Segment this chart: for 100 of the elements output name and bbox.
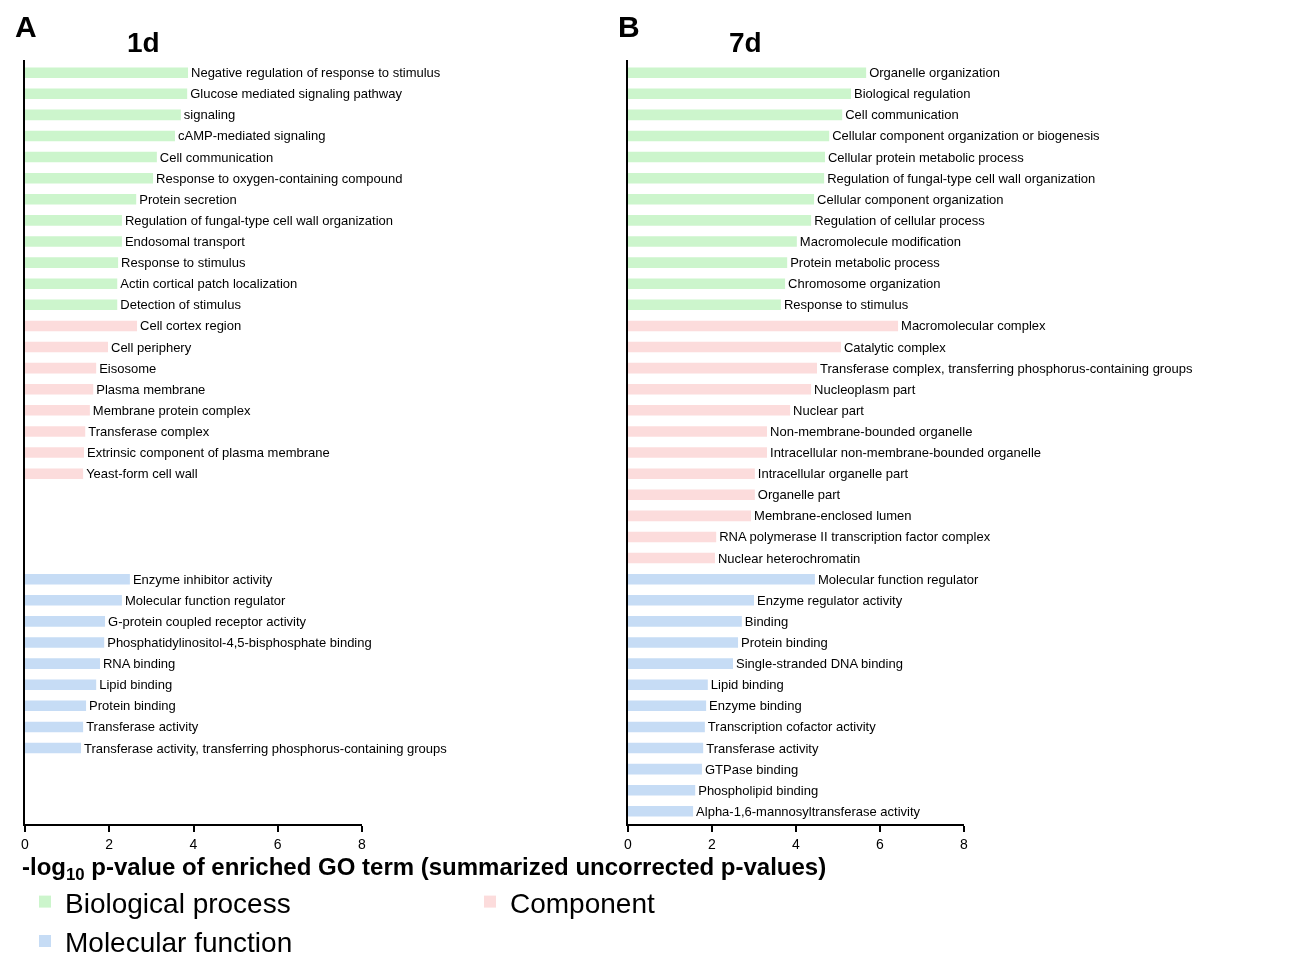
y-tick-label: Membrane protein complex bbox=[92, 402, 251, 418]
bar bbox=[25, 341, 108, 353]
y-tick-label: Binding bbox=[744, 613, 789, 629]
bar bbox=[628, 510, 752, 522]
y-tick-label: Negative regulation of response to stimulus bbox=[191, 65, 441, 81]
y-tick-label: G-protein coupled receptor activity bbox=[108, 613, 307, 629]
bar bbox=[628, 320, 899, 332]
y-tick-label: Glucose mediated signaling pathway bbox=[190, 86, 403, 102]
y-tick-label: Transcription cofactor activity bbox=[707, 719, 877, 735]
y-tick-label: GTPase binding bbox=[704, 761, 799, 777]
y-tick-label: Protein binding bbox=[89, 698, 176, 714]
y-tick-label: Lipid binding bbox=[99, 677, 173, 693]
y-tick-label: Transferase activity bbox=[706, 740, 819, 756]
y-tick-label: Molecular function regulator bbox=[124, 592, 286, 608]
x-tick-label: 8 bbox=[960, 835, 969, 852]
y-tick-label: Extrinsic component of plasma membrane bbox=[86, 445, 330, 461]
bar bbox=[628, 552, 715, 564]
bar bbox=[25, 405, 90, 416]
bar bbox=[628, 194, 815, 205]
bar bbox=[25, 426, 86, 437]
x-tick-label: 6 bbox=[273, 835, 282, 852]
y-tick-label: Intracellular non-membrane-bounded organelle bbox=[770, 445, 1042, 461]
bar bbox=[25, 383, 94, 395]
x-tick-label: 4 bbox=[792, 835, 801, 852]
bar bbox=[25, 362, 97, 374]
legend-label: Component bbox=[510, 887, 655, 919]
y-tick-label: Yeast-form cell wall bbox=[86, 466, 198, 482]
y-tick-label: Transferase activity, transferring phosphorus-containing groups bbox=[84, 740, 448, 756]
bar bbox=[628, 489, 755, 501]
bar bbox=[628, 278, 786, 289]
y-tick-label: Enzyme binding bbox=[709, 698, 802, 714]
bar bbox=[628, 109, 843, 121]
y-tick-label: Catalytic complex bbox=[843, 339, 947, 355]
y-tick-label: Membrane-enclosed lumen bbox=[754, 508, 912, 524]
y-tick-label: Enzyme inhibitor activity bbox=[132, 571, 273, 587]
y-tick-label: signaling bbox=[183, 107, 236, 123]
bar bbox=[628, 383, 812, 395]
y-tick-label: RNA polymerase II transcription factor complex bbox=[719, 529, 991, 545]
bar bbox=[25, 194, 137, 205]
bar bbox=[25, 215, 122, 226]
bar bbox=[628, 341, 841, 353]
y-tick-label: Enzyme regulator activity bbox=[757, 592, 903, 608]
y-tick-label: Cell communication bbox=[845, 107, 959, 123]
y-tick-label: Chromosome organization bbox=[788, 276, 941, 292]
x-tick-label: 2 bbox=[708, 835, 717, 852]
bar bbox=[628, 595, 754, 606]
y-tick-label: Non-membrane-bounded organelle bbox=[770, 423, 973, 439]
bar bbox=[628, 405, 791, 416]
bar bbox=[25, 257, 119, 268]
y-tick-label: Molecular function regulator bbox=[817, 571, 979, 587]
bar bbox=[628, 236, 797, 247]
bar bbox=[25, 700, 87, 712]
bar bbox=[25, 468, 84, 479]
bar bbox=[25, 236, 122, 247]
y-tick-label: Transferase complex, transferring phosphorus-containing groups bbox=[820, 360, 1193, 376]
y-tick-label: Cellular component organization bbox=[817, 191, 1004, 207]
y-tick-label: Protein binding bbox=[741, 634, 828, 650]
y-tick-label: Alpha-1,6-mannosyltransferase activity bbox=[696, 803, 921, 819]
y-tick-label: Macromolecule modification bbox=[799, 234, 961, 250]
bar bbox=[25, 616, 106, 627]
bar bbox=[25, 172, 154, 184]
bar bbox=[628, 362, 817, 374]
y-tick-label: Macromolecular complex bbox=[901, 318, 1047, 334]
y-tick-label: Cellular protein metabolic process bbox=[827, 149, 1025, 165]
y-tick-label: Cell periphery bbox=[110, 339, 192, 355]
bar bbox=[628, 806, 694, 817]
bar bbox=[628, 616, 742, 627]
bar bbox=[25, 151, 157, 163]
y-tick-label: Protein secretion bbox=[139, 191, 237, 207]
bar bbox=[628, 700, 707, 712]
bar bbox=[25, 320, 138, 332]
y-tick-label: Organelle part bbox=[757, 487, 841, 503]
bar bbox=[25, 679, 97, 690]
bar bbox=[25, 658, 100, 669]
y-tick-label: Single-stranded DNA binding bbox=[736, 656, 903, 672]
y-tick-label: Response to stimulus bbox=[783, 297, 909, 313]
bar bbox=[628, 88, 852, 100]
y-tick-label: Nucleoplasm part bbox=[814, 381, 916, 397]
y-tick-label: Regulation of fungal-type cell wall organization bbox=[827, 170, 1096, 186]
x-tick-label: 8 bbox=[358, 835, 367, 852]
y-tick-label: Endosomal transport bbox=[124, 234, 246, 250]
bar bbox=[628, 151, 825, 163]
y-tick-label: Response to stimulus bbox=[121, 255, 246, 271]
bar bbox=[25, 299, 118, 311]
x-tick-label: 0 bbox=[21, 835, 30, 852]
y-tick-label: Regulation of cellular process bbox=[814, 212, 986, 228]
y-tick-label: Phospholipid binding bbox=[698, 782, 819, 798]
y-tick-label: Nuclear part bbox=[793, 402, 865, 418]
bar bbox=[25, 742, 82, 754]
bar bbox=[25, 278, 118, 289]
y-tick-label: Detection of stimulus bbox=[120, 297, 242, 313]
y-tick-label: Plasma membrane bbox=[96, 381, 206, 397]
bar bbox=[628, 531, 717, 543]
y-tick-label: Regulation of fungal-type cell wall organization bbox=[124, 212, 393, 228]
bar bbox=[25, 130, 175, 142]
x-tick-label: 6 bbox=[876, 835, 885, 852]
bar bbox=[628, 215, 812, 226]
text: B bbox=[618, 10, 640, 43]
x-axis-title: -log$_{10}$ p-value of enriched GO term (summarized uncorrected p-values) bbox=[22, 853, 827, 885]
bar bbox=[628, 67, 867, 78]
